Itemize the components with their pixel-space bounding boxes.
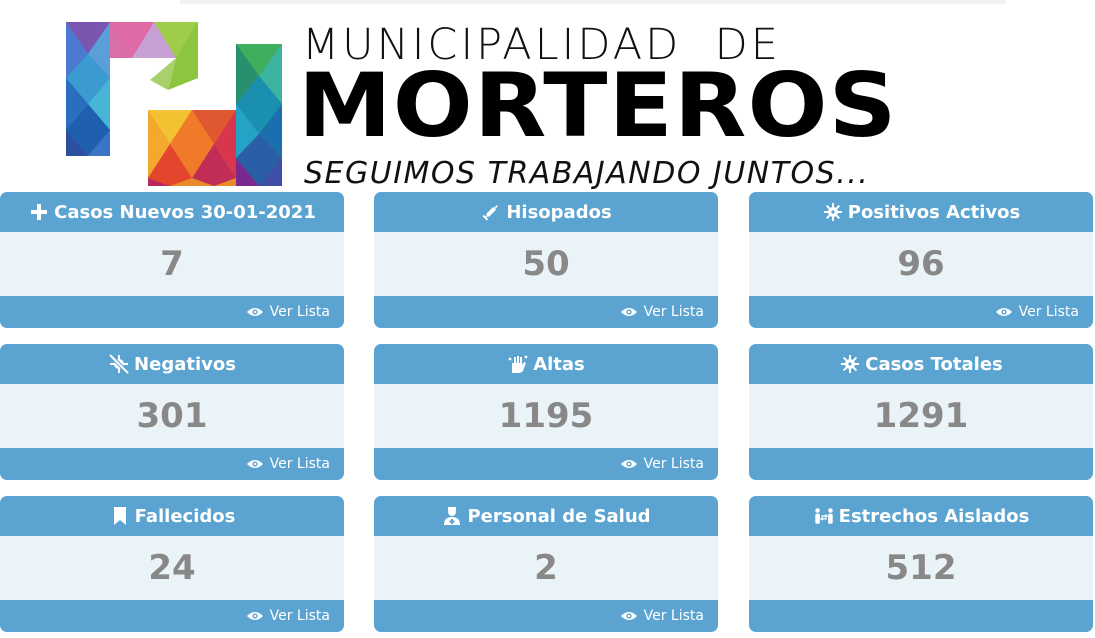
card-footer <box>749 600 1093 632</box>
eye-icon <box>620 609 640 623</box>
ver-lista-link[interactable]: Ver Lista <box>620 304 704 320</box>
card-value: 1291 <box>749 384 1093 448</box>
card-title: Negativos <box>134 353 236 375</box>
virus-slash-icon <box>108 353 130 375</box>
card-title: Personal de Salud <box>467 505 651 527</box>
eye-icon <box>246 305 266 319</box>
eye-icon <box>246 609 266 623</box>
card-hisopados: Hisopados 50 Ver Lista <box>374 192 718 328</box>
card-altas: Altas 1195 Ver Lista <box>374 344 718 480</box>
top-strip <box>180 0 1006 4</box>
card-positivos-activos: Positivos Activos 96 Ver Lista <box>749 192 1093 328</box>
card-personal-salud: Personal de Salud 2 Ver Lista <box>374 496 718 632</box>
card-footer: Ver Lista <box>374 448 718 480</box>
card-footer: Ver Lista <box>374 600 718 632</box>
hand-wash-icon <box>507 353 529 375</box>
card-value: 96 <box>749 232 1093 296</box>
card-casos-nuevos: Casos Nuevos 30-01-2021 7 Ver Lista <box>0 192 344 328</box>
ver-lista-link[interactable]: Ver Lista <box>620 456 704 472</box>
eye-icon <box>620 305 640 319</box>
eye-icon <box>246 457 266 471</box>
eye-icon <box>620 457 640 471</box>
card-footer: Ver Lista <box>0 296 344 328</box>
card-footer: Ver Lista <box>0 448 344 480</box>
syringe-icon <box>480 201 502 223</box>
user-nurse-icon <box>441 505 463 527</box>
card-value: 2 <box>374 536 718 600</box>
morteros-logo <box>66 22 282 186</box>
card-casos-totales: Casos Totales 1291 <box>749 344 1093 480</box>
header-title-line1: MUNICIPALIDAD DE <box>302 20 781 70</box>
people-arrows-icon <box>813 505 835 527</box>
ver-lista-label: Ver Lista <box>1018 304 1079 320</box>
card-value: 7 <box>0 232 344 296</box>
card-negativos: Negativos 301 Ver Lista <box>0 344 344 480</box>
card-title: Casos Nuevos 30-01-2021 <box>54 201 316 223</box>
card-title: Estrechos Aislados <box>838 505 1030 527</box>
card-estrechos-aislados: Estrechos Aislados 512 <box>749 496 1093 632</box>
ver-lista-link[interactable]: Ver Lista <box>246 456 330 472</box>
card-header: Estrechos Aislados <box>749 496 1093 536</box>
card-header: Personal de Salud <box>374 496 718 536</box>
page-header: MUNICIPALIDAD DE MORTEROS SEGUIMOS TRABA… <box>0 0 1095 192</box>
card-header: Casos Totales <box>749 344 1093 384</box>
card-header: Casos Nuevos 30-01-2021 <box>0 192 344 232</box>
card-footer: Ver Lista <box>0 600 344 632</box>
card-value: 24 <box>0 536 344 600</box>
card-header: Positivos Activos <box>749 192 1093 232</box>
virus-icon <box>822 201 844 223</box>
ver-lista-link[interactable]: Ver Lista <box>246 608 330 624</box>
card-header: Fallecidos <box>0 496 344 536</box>
card-fallecidos: Fallecidos 24 Ver Lista <box>0 496 344 632</box>
ver-lista-label: Ver Lista <box>269 456 330 472</box>
card-header: Altas <box>374 344 718 384</box>
ver-lista-link[interactable]: Ver Lista <box>246 304 330 320</box>
card-value: 1195 <box>374 384 718 448</box>
card-title: Hisopados <box>506 201 612 223</box>
card-header: Negativos <box>0 344 344 384</box>
bookmark-icon <box>109 505 131 527</box>
card-footer: Ver Lista <box>374 296 718 328</box>
ver-lista-label: Ver Lista <box>269 304 330 320</box>
header-slogan: SEGUIMOS TRABAJANDO JUNTOS... <box>304 156 870 191</box>
card-value: 50 <box>374 232 718 296</box>
card-header: Hisopados <box>374 192 718 232</box>
card-title: Positivos Activos <box>847 201 1021 223</box>
ver-lista-label: Ver Lista <box>643 608 704 624</box>
ver-lista-label: Ver Lista <box>643 304 704 320</box>
card-footer <box>749 448 1093 480</box>
ver-lista-link[interactable]: Ver Lista <box>620 608 704 624</box>
plus-icon <box>28 201 50 223</box>
eye-icon <box>995 305 1015 319</box>
card-title: Altas <box>533 353 585 375</box>
card-footer: Ver Lista <box>749 296 1093 328</box>
virus-icon <box>839 353 861 375</box>
stats-grid: Casos Nuevos 30-01-2021 7 Ver Lista Hiso… <box>0 192 1095 638</box>
card-value: 301 <box>0 384 344 448</box>
header-title-city: MORTEROS <box>298 54 898 157</box>
ver-lista-label: Ver Lista <box>643 456 704 472</box>
card-value: 512 <box>749 536 1093 600</box>
ver-lista-label: Ver Lista <box>269 608 330 624</box>
ver-lista-link[interactable]: Ver Lista <box>995 304 1079 320</box>
card-title: Casos Totales <box>865 353 1003 375</box>
card-title: Fallecidos <box>134 505 236 527</box>
